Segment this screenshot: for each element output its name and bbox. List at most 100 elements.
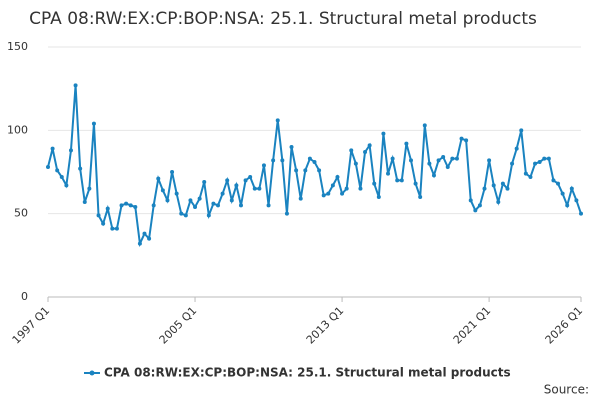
data-point <box>96 213 101 218</box>
data-point <box>137 241 142 246</box>
data-point <box>436 158 441 163</box>
data-point <box>519 128 524 133</box>
data-point <box>193 205 198 209</box>
data-point <box>514 146 519 151</box>
data-point <box>510 161 515 166</box>
data-point <box>326 191 331 196</box>
data-point <box>381 131 386 136</box>
data-point <box>505 186 510 191</box>
data-point <box>229 198 234 203</box>
data-point <box>211 201 216 206</box>
data-point <box>261 163 266 168</box>
data-point <box>160 188 165 193</box>
data-point <box>170 170 175 174</box>
data-point <box>105 206 110 211</box>
data-point <box>188 198 193 203</box>
data-point <box>165 198 170 203</box>
data-point <box>119 203 124 208</box>
data-point <box>234 183 239 188</box>
data-point <box>289 145 294 149</box>
x-tick-label: 2026 Q1 <box>543 304 586 347</box>
data-point <box>216 203 221 208</box>
data-point <box>445 165 450 169</box>
data-point <box>133 205 138 209</box>
data-point <box>496 200 501 204</box>
data-point <box>78 166 83 171</box>
data-point <box>579 211 583 216</box>
data-point <box>128 203 133 208</box>
x-tick-label: 2013 Q1 <box>304 304 347 347</box>
data-point <box>349 148 354 153</box>
data-point <box>271 158 276 163</box>
data-point <box>459 136 464 141</box>
data-point <box>528 175 533 179</box>
data-point <box>142 231 147 236</box>
data-point <box>491 183 496 188</box>
data-point <box>473 208 478 213</box>
data-point <box>243 178 248 183</box>
y-tick-label: 150 <box>7 40 28 53</box>
data-point <box>551 178 556 183</box>
data-point <box>110 226 115 231</box>
data-point <box>87 186 92 191</box>
data-point <box>523 171 528 176</box>
data-point <box>174 191 179 196</box>
legend-label: CPA 08:RW:EX:CP:BOP:NSA: 25.1. Structura… <box>104 366 511 380</box>
data-point <box>546 156 551 161</box>
data-point <box>422 123 427 128</box>
x-tick-label: 1997 Q1 <box>10 304 53 347</box>
data-point <box>220 191 225 196</box>
data-point <box>556 181 561 186</box>
legend-marker <box>89 370 95 376</box>
source: Source: <box>544 383 589 397</box>
data-point <box>280 158 285 163</box>
data-point <box>91 121 96 126</box>
data-point <box>408 158 413 163</box>
data-point <box>197 196 202 201</box>
data-point <box>294 168 299 173</box>
data-point <box>317 168 322 173</box>
y-tick-label: 50 <box>14 207 28 220</box>
data-point <box>404 141 409 146</box>
data-point <box>500 181 505 186</box>
data-point <box>55 168 60 173</box>
data-point <box>569 186 574 191</box>
y-tick-label: 100 <box>7 123 28 136</box>
data-point <box>450 156 455 161</box>
data-point <box>312 160 317 164</box>
data-point <box>565 203 570 208</box>
data-point <box>542 156 547 161</box>
data-point <box>340 191 345 196</box>
data-point <box>344 186 349 191</box>
data-point <box>321 193 326 198</box>
data-point <box>386 171 391 176</box>
data-point <box>358 186 363 191</box>
data-point <box>574 198 579 203</box>
data-point <box>418 195 423 199</box>
data-point <box>147 236 152 241</box>
data-point <box>330 183 335 188</box>
data-point <box>50 146 55 151</box>
data-point <box>284 211 289 216</box>
data-point <box>560 191 565 196</box>
data-point <box>179 211 184 216</box>
x-tick-label: 2005 Q1 <box>157 304 200 347</box>
y-tick-label: 0 <box>21 290 28 303</box>
data-point <box>252 186 257 191</box>
data-point <box>248 175 253 179</box>
data-point <box>441 155 446 159</box>
data-point <box>482 186 487 191</box>
data-point <box>206 213 211 218</box>
data-point <box>464 138 469 143</box>
data-point <box>266 203 271 208</box>
data-point <box>156 176 161 181</box>
data-point <box>298 196 303 201</box>
data-point <box>303 168 308 173</box>
data-point <box>390 156 395 161</box>
data-point <box>46 165 50 169</box>
data-point <box>427 161 432 166</box>
data-point <box>372 181 377 186</box>
data-point <box>73 83 78 88</box>
data-point <box>151 203 156 208</box>
